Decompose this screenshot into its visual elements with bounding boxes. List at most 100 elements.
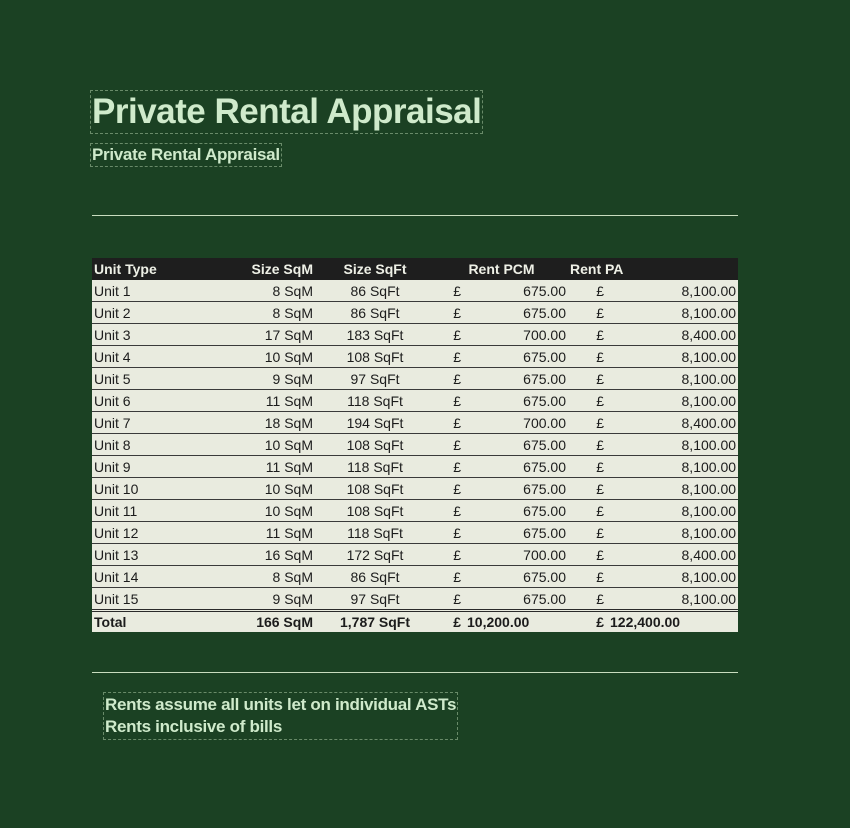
notes: Rents assume all units let on individual… xyxy=(102,692,459,740)
unit-type-cell: Unit 7 xyxy=(92,411,235,434)
unit-type-cell: Unit 8 xyxy=(92,433,235,456)
size-sqm-cell: 10 SqM xyxy=(235,477,315,500)
size-sqm-cell: 10 SqM xyxy=(235,499,315,522)
unit-type-cell: Unit 5 xyxy=(92,367,235,390)
size-sqft-cell: 108 SqFt xyxy=(315,345,435,368)
rent-pa-currency: £ xyxy=(568,477,608,500)
rent-pa-cell: 8,100.00 xyxy=(608,499,739,522)
rent-pa-currency: £ xyxy=(568,280,608,302)
table-row: Unit 6 11 SqM 118 SqFt £675.00 £8,100.00 xyxy=(92,389,739,412)
rent-pcm-currency: £ xyxy=(435,280,465,302)
rent-pa-currency: £ xyxy=(568,455,608,478)
rent-pcm-cell: 675.00 xyxy=(465,587,568,611)
rent-pa-cell: 8,100.00 xyxy=(608,587,739,611)
unit-type-cell: Unit 9 xyxy=(92,455,235,478)
rent-pa-currency: £ xyxy=(568,345,608,368)
rent-pcm-currency: £ xyxy=(435,521,465,544)
header-rent-pa: Rent PA xyxy=(568,258,739,280)
rent-pa-currency: £ xyxy=(568,543,608,566)
size-sqft-cell: 118 SqFt xyxy=(315,521,435,544)
size-sqft-cell: 86 SqFt xyxy=(315,280,435,302)
total-pcm: 10,200.00 xyxy=(465,609,568,632)
size-sqft-cell: 97 SqFt xyxy=(315,587,435,611)
unit-type-cell: Unit 1 xyxy=(92,280,235,302)
rent-pcm-cell: 700.00 xyxy=(465,411,568,434)
size-sqft-cell: 108 SqFt xyxy=(315,433,435,456)
size-sqft-cell: 118 SqFt xyxy=(315,455,435,478)
header-rent-pcm: Rent PCM xyxy=(435,258,568,280)
size-sqft-cell: 172 SqFt xyxy=(315,543,435,566)
size-sqm-cell: 17 SqM xyxy=(235,323,315,346)
size-sqm-cell: 8 SqM xyxy=(235,565,315,588)
note-line: Rents inclusive of bills xyxy=(105,717,283,736)
unit-type-cell: Unit 11 xyxy=(92,499,235,522)
size-sqm-cell: 18 SqM xyxy=(235,411,315,434)
table-row: Unit 13 16 SqM 172 SqFt £700.00 £8,400.00 xyxy=(92,543,739,566)
total-pa: 122,400.00 xyxy=(608,609,739,632)
rent-pcm-cell: 675.00 xyxy=(465,499,568,522)
rent-pa-currency: £ xyxy=(568,433,608,456)
rent-pcm-currency: £ xyxy=(435,389,465,412)
rent-pcm-cell: 675.00 xyxy=(465,280,568,302)
rent-pcm-currency: £ xyxy=(435,543,465,566)
header-unit-type: Unit Type xyxy=(92,258,235,280)
rent-pa-currency: £ xyxy=(568,411,608,434)
rent-pcm-currency: £ xyxy=(435,367,465,390)
rent-pa-currency: £ xyxy=(568,499,608,522)
unit-type-cell: Unit 14 xyxy=(92,565,235,588)
rent-pa-cell: 8,100.00 xyxy=(608,565,739,588)
size-sqft-cell: 108 SqFt xyxy=(315,499,435,522)
size-sqft-cell: 118 SqFt xyxy=(315,389,435,412)
page-title: Private Rental Appraisal xyxy=(89,90,484,134)
rent-pa-cell: 8,100.00 xyxy=(608,433,739,456)
rent-pcm-currency: £ xyxy=(435,345,465,368)
table-row: Unit 11 10 SqM 108 SqFt £675.00 £8,100.00 xyxy=(92,499,739,522)
table-row: Unit 8 10 SqM 108 SqFt £675.00 £8,100.00 xyxy=(92,433,739,456)
total-sqm: 166 SqM xyxy=(235,609,315,632)
header-size-sqm: Size SqM xyxy=(235,258,315,280)
rent-pcm-cell: 675.00 xyxy=(465,345,568,368)
size-sqm-cell: 8 SqM xyxy=(235,280,315,302)
rent-pcm-currency: £ xyxy=(435,455,465,478)
page-subtitle: Private Rental Appraisal xyxy=(90,143,282,167)
table-row: Unit 3 17 SqM 183 SqFt £700.00 £8,400.00 xyxy=(92,323,739,346)
unit-type-cell: Unit 4 xyxy=(92,345,235,368)
size-sqm-cell: 11 SqM xyxy=(235,389,315,412)
rent-pcm-cell: 675.00 xyxy=(465,367,568,390)
size-sqft-cell: 86 SqFt xyxy=(315,565,435,588)
rent-pa-currency: £ xyxy=(568,389,608,412)
total-pa-currency: £ xyxy=(568,609,608,632)
size-sqm-cell: 9 SqM xyxy=(235,367,315,390)
size-sqft-cell: 194 SqFt xyxy=(315,411,435,434)
rent-pcm-cell: 675.00 xyxy=(465,389,568,412)
table-header-row: Unit Type Size SqM Size SqFt Rent PCM Re… xyxy=(92,258,739,280)
size-sqm-cell: 10 SqM xyxy=(235,345,315,368)
rent-pcm-currency: £ xyxy=(435,411,465,434)
rent-pcm-currency: £ xyxy=(435,433,465,456)
table-row: Unit 14 8 SqM 86 SqFt £675.00 £8,100.00 xyxy=(92,565,739,588)
unit-type-cell: Unit 12 xyxy=(92,521,235,544)
unit-type-cell: Unit 13 xyxy=(92,543,235,566)
total-pcm-currency: £ xyxy=(435,609,465,632)
total-label: Total xyxy=(92,609,235,632)
rent-pa-cell: 8,100.00 xyxy=(608,455,739,478)
size-sqm-cell: 11 SqM xyxy=(235,521,315,544)
rent-pcm-currency: £ xyxy=(435,565,465,588)
rent-pa-cell: 8,100.00 xyxy=(608,367,739,390)
rent-pa-cell: 8,100.00 xyxy=(608,389,739,412)
unit-type-cell: Unit 15 xyxy=(92,587,235,611)
rent-pa-currency: £ xyxy=(568,565,608,588)
bottom-divider xyxy=(92,672,738,673)
rent-pa-cell: 8,100.00 xyxy=(608,477,739,500)
size-sqm-cell: 8 SqM xyxy=(235,301,315,324)
rent-pa-cell: 8,400.00 xyxy=(608,543,739,566)
rent-pcm-currency: £ xyxy=(435,477,465,500)
rent-pcm-cell: 700.00 xyxy=(465,543,568,566)
rent-pa-cell: 8,100.00 xyxy=(608,280,739,302)
rent-pcm-cell: 675.00 xyxy=(465,455,568,478)
size-sqm-cell: 11 SqM xyxy=(235,455,315,478)
